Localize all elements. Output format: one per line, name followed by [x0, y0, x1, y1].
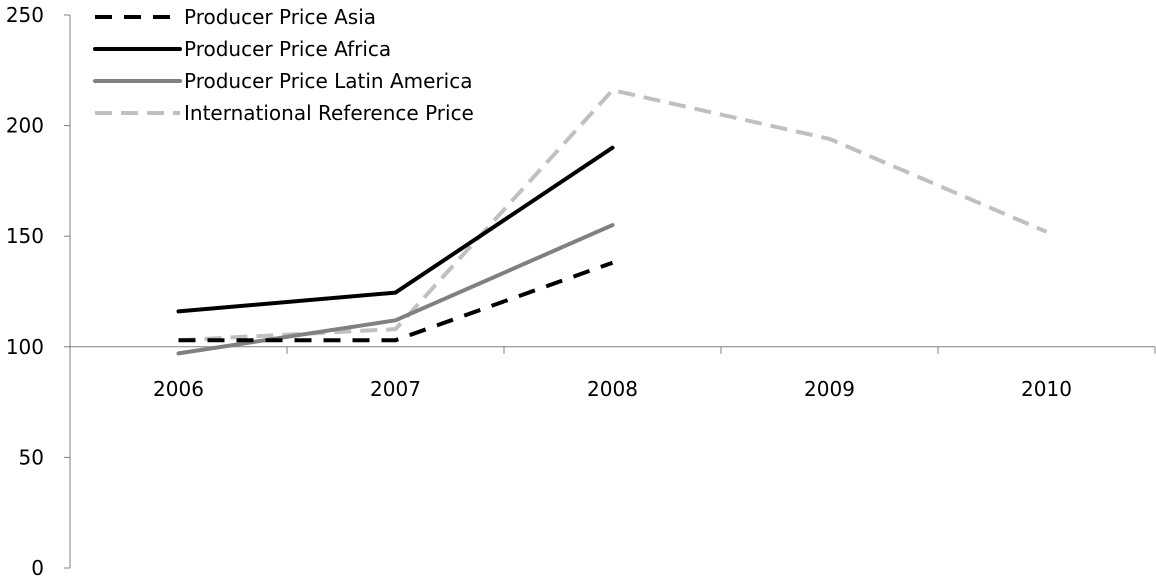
y-tick-label: 200 — [6, 114, 44, 138]
y-tick-label: 100 — [6, 335, 44, 359]
x-tick-label: 2006 — [153, 377, 204, 401]
series-line-4 — [178, 88, 1048, 343]
legend: Producer Price Asia Producer Price Africa… — [93, 5, 474, 125]
series-line-1 — [178, 260, 614, 343]
y-tick-label: 0 — [31, 556, 44, 580]
series-line-3 — [176, 223, 615, 356]
x-tick-label: 2010 — [1021, 377, 1072, 401]
legend-label-4: International Reference Price — [184, 101, 474, 125]
x-tick-label: 2007 — [370, 377, 421, 401]
x-tick-label: 2008 — [587, 377, 638, 401]
y-tick-label: 50 — [19, 445, 44, 469]
y-tick-label: 150 — [6, 224, 44, 248]
legend-label-3: Producer Price Latin America — [184, 69, 472, 93]
series-line-2 — [176, 145, 615, 314]
series-layer — [176, 88, 1048, 356]
legend-label-2: Producer Price Africa — [184, 37, 391, 61]
legend-label-1: Producer Price Asia — [184, 5, 376, 29]
x-tick-label: 2009 — [804, 377, 855, 401]
axes-layer: 0 50 100 150 200 250 2006 2007 2008 2009 2010 — [6, 3, 1156, 580]
y-tick-label: 250 — [6, 3, 44, 27]
